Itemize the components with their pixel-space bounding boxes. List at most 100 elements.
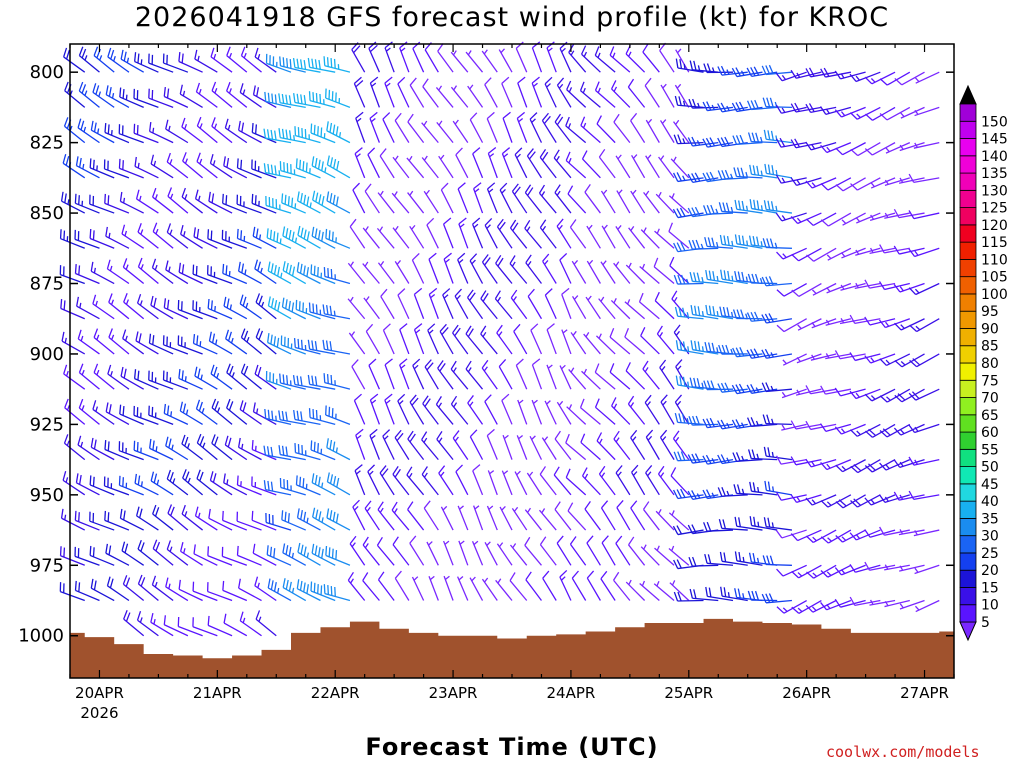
y-tick-label: 800 bbox=[30, 62, 64, 83]
wind-barb bbox=[746, 99, 778, 111]
wind-barb bbox=[865, 106, 896, 121]
wind-barb bbox=[659, 359, 675, 390]
wind-barb bbox=[397, 288, 410, 320]
wind-barb bbox=[720, 269, 748, 285]
wind-barb bbox=[409, 535, 425, 566]
wind-barb bbox=[776, 564, 807, 577]
wind-barb bbox=[668, 545, 690, 566]
x-tick-label: 25APR bbox=[664, 684, 713, 702]
wind-barb bbox=[703, 204, 734, 215]
wind-barb bbox=[644, 394, 660, 425]
wind-barb bbox=[790, 69, 822, 79]
wind-barb bbox=[630, 189, 646, 214]
wind-barb bbox=[746, 417, 778, 428]
watermark: coolwx.com/models bbox=[826, 743, 980, 761]
colorbar-label: 145 bbox=[981, 132, 1008, 148]
wind-barb bbox=[74, 546, 100, 566]
wind-barb bbox=[527, 288, 543, 320]
wind-barb bbox=[135, 506, 159, 531]
wind-barb bbox=[77, 118, 100, 144]
wind-barb bbox=[884, 599, 910, 608]
wind-barb bbox=[884, 212, 910, 219]
y-tick-label: 925 bbox=[30, 414, 64, 435]
wind-barb bbox=[526, 148, 543, 179]
colorbar-cell bbox=[959, 362, 977, 381]
wind-barb bbox=[486, 182, 498, 214]
wind-barb bbox=[421, 120, 439, 144]
wind-barb bbox=[347, 296, 366, 320]
wind-barb bbox=[615, 465, 631, 496]
wind-barb bbox=[308, 91, 336, 109]
wind-barb bbox=[761, 64, 792, 76]
colorbar-cell bbox=[959, 103, 977, 122]
wind-barb bbox=[631, 464, 646, 496]
colorbar-cell bbox=[959, 189, 977, 208]
wind-barb bbox=[570, 330, 587, 355]
wind-barb bbox=[135, 331, 159, 355]
wind-barb bbox=[810, 353, 837, 361]
wind-barb bbox=[307, 57, 336, 73]
wind-barb bbox=[776, 282, 807, 297]
wind-barb bbox=[266, 545, 292, 566]
wind-barb bbox=[638, 292, 660, 320]
wind-barb bbox=[571, 259, 587, 284]
wind-barb bbox=[392, 225, 410, 249]
wind-barb bbox=[820, 494, 852, 508]
wind-barb bbox=[600, 570, 616, 601]
wind-barb bbox=[123, 293, 145, 320]
wind-barb bbox=[363, 296, 380, 320]
colorbar-label: 55 bbox=[981, 442, 999, 458]
wind-barb bbox=[411, 576, 425, 601]
wind-barb bbox=[278, 93, 306, 109]
wind-barb bbox=[719, 234, 748, 249]
wind-barb bbox=[222, 193, 248, 214]
wind-barb bbox=[364, 183, 380, 214]
wind-barb bbox=[76, 296, 100, 320]
wind-barb bbox=[426, 217, 439, 249]
wind-barb bbox=[266, 228, 292, 249]
wind-barb bbox=[237, 437, 262, 461]
wind-barb bbox=[469, 253, 484, 284]
wind-barb bbox=[517, 399, 528, 425]
wind-barb bbox=[63, 434, 86, 461]
colorbar-cell bbox=[959, 587, 977, 606]
wind-barb bbox=[653, 580, 675, 602]
wind-barb bbox=[594, 363, 616, 390]
wind-barb bbox=[471, 540, 484, 566]
wind-barb bbox=[806, 564, 837, 579]
y-tick-label: 875 bbox=[30, 274, 64, 295]
wind-barb bbox=[179, 84, 203, 108]
wind-barb bbox=[452, 119, 469, 143]
wind-barb bbox=[885, 142, 911, 154]
wind-barb bbox=[122, 258, 145, 285]
wind-barb bbox=[865, 423, 896, 438]
wind-barb bbox=[152, 187, 174, 214]
wind-barb bbox=[553, 466, 572, 496]
wind-barb bbox=[581, 150, 601, 179]
wind-barb bbox=[669, 580, 690, 601]
wind-barb bbox=[311, 156, 336, 179]
wind-barb bbox=[382, 112, 395, 143]
wind-barb bbox=[412, 358, 425, 390]
wind-barb bbox=[297, 225, 321, 249]
wind-barb bbox=[443, 575, 454, 601]
wind-barb bbox=[914, 71, 940, 84]
wind-barb bbox=[310, 123, 336, 144]
wind-barb bbox=[645, 429, 660, 460]
wind-barb bbox=[531, 41, 543, 73]
wind-barb bbox=[222, 510, 248, 531]
wind-barb bbox=[598, 465, 616, 496]
colorbar-label: 75 bbox=[981, 373, 999, 389]
wind-barb bbox=[909, 353, 940, 368]
wind-barb bbox=[450, 395, 469, 425]
wind-barb bbox=[392, 536, 410, 566]
wind-barb bbox=[864, 142, 896, 156]
wind-barb bbox=[805, 177, 837, 189]
wind-barb bbox=[152, 222, 174, 249]
wind-barb bbox=[265, 370, 292, 390]
wind-barb bbox=[226, 363, 248, 390]
wind-barb bbox=[442, 288, 454, 319]
wind-barb bbox=[469, 112, 484, 143]
wind-barb bbox=[352, 182, 366, 214]
